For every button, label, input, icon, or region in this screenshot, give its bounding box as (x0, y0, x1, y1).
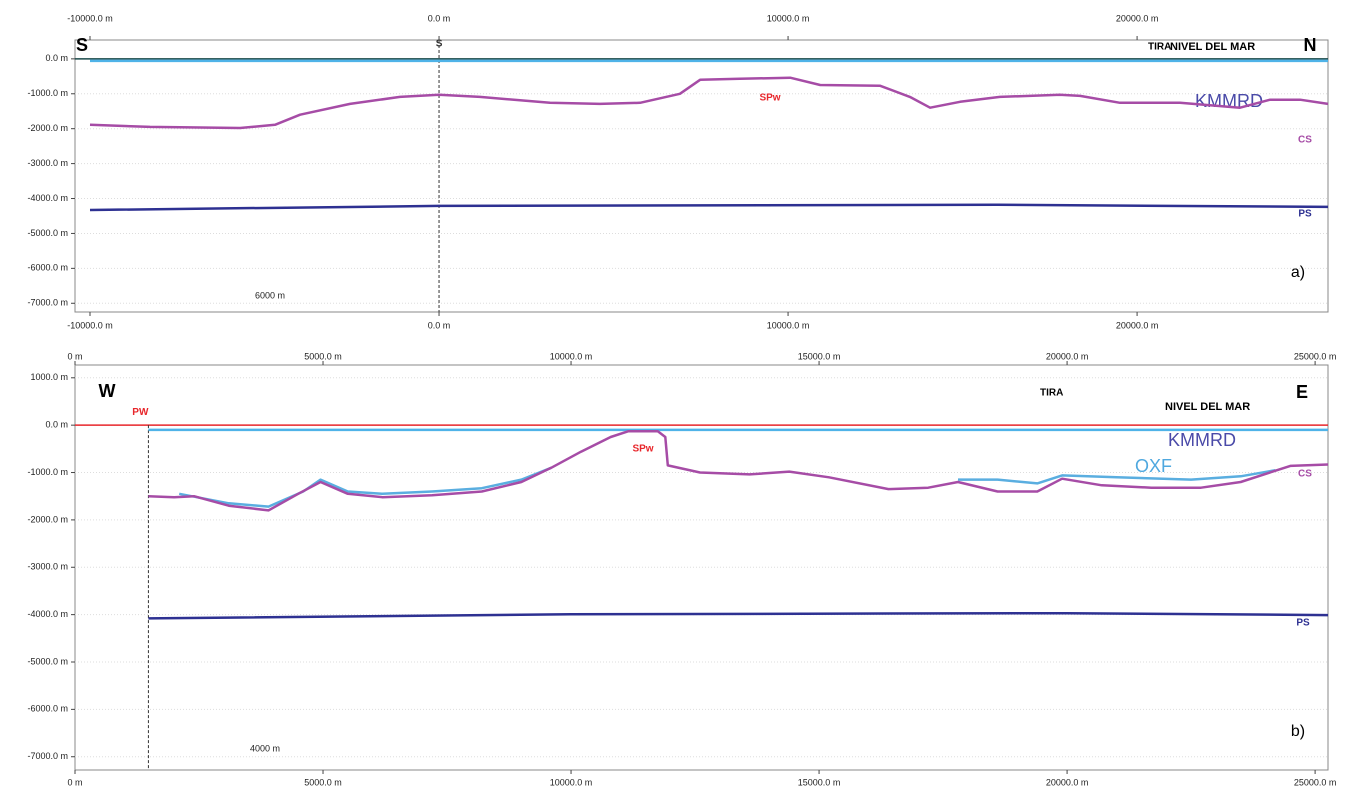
y-tick-label: -4000.0 m (27, 193, 68, 203)
y-tick-label: -5000.0 m (27, 228, 68, 238)
annotation: TIRA (1040, 388, 1063, 399)
x-tick-label: 10000.0 m (767, 320, 810, 330)
y-tick-label: -3000.0 m (27, 158, 68, 168)
y-tick-label: 1000.0 m (30, 372, 68, 382)
x-tick-label: 20000.0 m (1116, 320, 1159, 330)
y-tick-label: -1000.0 m (27, 467, 68, 477)
y-tick-label: -3000.0 m (27, 562, 68, 572)
annotation: N (1304, 35, 1317, 55)
plot-frame (74, 39, 1329, 313)
x-tick-label: 25000.0 m (1294, 777, 1337, 787)
x-tick-label: 5000.0 m (304, 777, 342, 787)
x-tick-label: 10000.0 m (550, 777, 593, 787)
annotation: SPw (759, 93, 780, 104)
y-tick-label: -6000.0 m (27, 263, 68, 273)
series-line (148, 430, 1329, 512)
annotation: NIVEL DEL MAR (1165, 401, 1250, 413)
y-tick-label: -7000.0 m (27, 298, 68, 308)
series-label: PS (1296, 618, 1310, 629)
x-tick-label: 15000.0 m (798, 777, 841, 787)
x-tick-label: 0 m (67, 351, 82, 361)
x-tick-label: 0 m (67, 777, 82, 787)
annotation: b) (1291, 723, 1305, 740)
well-label: S (436, 39, 443, 50)
series-label: PS (1298, 209, 1312, 220)
series-label: CS (1298, 135, 1312, 146)
annotation: SPw (632, 444, 653, 455)
y-tick-label: -5000.0 m (27, 656, 68, 666)
series-label: CS (1298, 469, 1312, 480)
x-tick-label: -10000.0 m (67, 13, 113, 23)
series-line (178, 466, 1276, 508)
x-tick-label: 20000.0 m (1046, 777, 1089, 787)
annotation: E (1296, 382, 1308, 402)
x-tick-label: 10000.0 m (767, 13, 810, 23)
y-tick-label: -2000.0 m (27, 123, 68, 133)
scale-bar-label: 4000 m (250, 743, 280, 753)
annotation: TIRA (1148, 42, 1171, 53)
y-tick-label: -1000.0 m (27, 88, 68, 98)
series-line (89, 203, 1329, 212)
series-label: OXF (1135, 456, 1172, 476)
annotation: W (99, 381, 116, 401)
y-tick-label: 0.0 m (45, 53, 68, 63)
panel: 1000.0 m 0.0 m -1000.0 m -2000.0 m -3000.0 m… (27, 351, 1336, 787)
annotation: NIVEL DEL MAR (1170, 41, 1255, 53)
y-tick-label: 0.0 m (45, 420, 68, 430)
y-tick-label: -2000.0 m (27, 514, 68, 524)
series-line (148, 611, 1329, 620)
x-tick-label: 20000.0 m (1046, 351, 1089, 361)
x-tick-label: 0.0 m (428, 13, 451, 23)
x-tick-label: 20000.0 m (1116, 13, 1159, 23)
y-tick-label: -6000.0 m (27, 704, 68, 714)
x-tick-label: 0.0 m (428, 320, 451, 330)
y-tick-label: -7000.0 m (27, 751, 68, 761)
scale-bar-label: 6000 m (255, 290, 285, 300)
annotation: S (76, 35, 88, 55)
x-tick-label: 15000.0 m (798, 351, 841, 361)
series-line (89, 76, 1329, 130)
x-tick-label: 25000.0 m (1294, 351, 1337, 361)
x-tick-label: 10000.0 m (550, 351, 593, 361)
x-tick-label: 5000.0 m (304, 351, 342, 361)
y-tick-label: -4000.0 m (27, 609, 68, 619)
panel: 0.0 m -1000.0 m -2000.0 m -3000.0 m -4000.0 … (27, 13, 1329, 330)
annotation: a) (1291, 264, 1305, 281)
well-label: PW (132, 407, 149, 418)
x-tick-label: -10000.0 m (67, 320, 113, 330)
series-label: KMMRD (1168, 430, 1236, 450)
